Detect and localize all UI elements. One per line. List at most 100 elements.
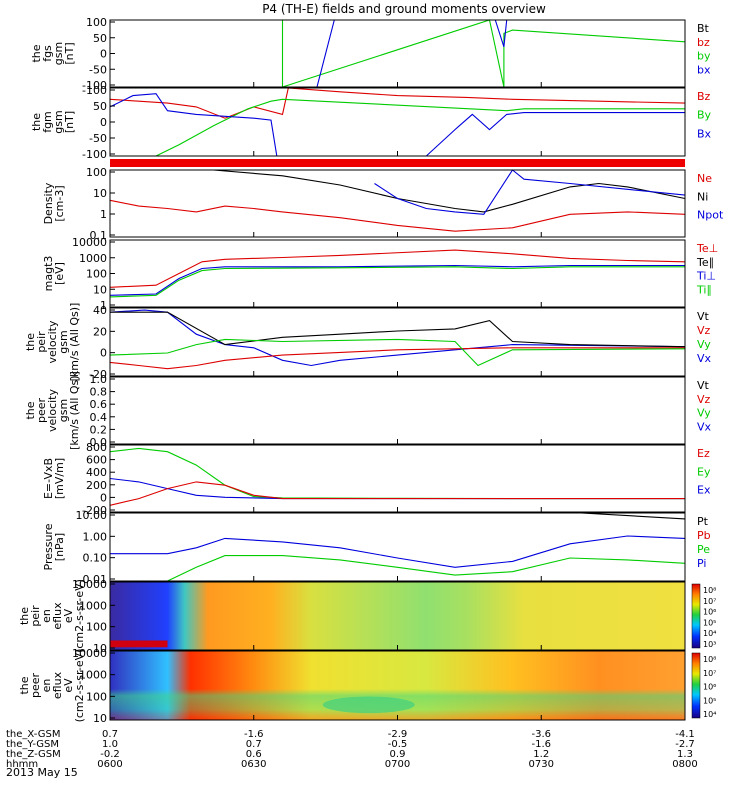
y-tick-label: 0 — [100, 48, 107, 61]
y-tick-label: 100 — [86, 621, 107, 634]
y-tick-label: 200 — [86, 479, 107, 492]
spectrogram-band — [110, 640, 168, 648]
y-tick-label: 800 — [86, 441, 107, 454]
series-line — [109, 264, 685, 296]
colorbar-tick-label: 10⁸ — [703, 655, 716, 664]
y-tick-label: 10000 — [72, 647, 107, 660]
series-line — [155, 98, 685, 157]
y-tick-label: -50 — [89, 63, 107, 76]
y-axis-label: eV — [62, 608, 75, 623]
panel-ion_spec: 10⁸10⁷10⁶10⁵10⁴10³10000100010010thepeire… — [18, 578, 716, 655]
y-tick-label: 0 — [100, 347, 107, 360]
y-tick-label: 20 — [93, 325, 107, 338]
panel-electron_spec: 10⁸ 10⁷ 10⁶ 10⁵ 10⁴ 10000 1000 100 10 thepeerenef… — [18, 647, 716, 725]
y-tick-label: 10 — [93, 642, 107, 655]
y-tick-label: 1.00 — [83, 530, 108, 543]
legend-entry: Pe — [697, 543, 710, 556]
series-line — [109, 87, 686, 119]
y-axis-label: (cm2-s-sr-eV) — [73, 649, 86, 723]
legend-entry: Bz — [697, 90, 711, 103]
y-axis-label: eV — [62, 678, 75, 693]
y-tick-label: 10.00 — [76, 509, 108, 522]
colorbar-tick-label: 10⁸ — [703, 586, 716, 595]
y-tick-label: 400 — [86, 466, 107, 479]
footer-value: 0.7 — [246, 739, 262, 750]
y-tick-label: 0.8 — [90, 386, 108, 399]
panel-density: 100 10 1 0.1 Density[cm-3] Ne Ni Npot — [42, 166, 724, 242]
series-line — [109, 338, 686, 367]
y-tick-label: -100 — [82, 79, 107, 92]
y-tick-label: -50 — [89, 132, 107, 145]
legend-entry: By — [697, 109, 712, 122]
y-axis-label: the — [18, 676, 31, 694]
y-axis-label: en — [40, 679, 53, 693]
y-axis-label: gsm — [52, 42, 65, 65]
y-tick-label: 100 — [86, 690, 107, 703]
y-axis-label: gsm — [52, 110, 65, 133]
y-tick-label: 0.0 — [90, 436, 108, 449]
y-axis-label: fgm — [41, 111, 54, 133]
y-tick-label: 0 — [100, 116, 107, 129]
y-tick-label: -100 — [82, 84, 107, 97]
y-axis-label: (cm2-s-sr-eV) — [73, 579, 86, 653]
legend-entry: Vy — [697, 407, 711, 420]
y-tick-label: -100 — [82, 148, 107, 161]
footer-row-label: hhmm — [6, 759, 38, 770]
y-axis-label: eflux — [51, 671, 64, 699]
y-tick-label: 1000 — [79, 252, 107, 265]
y-tick-label: 1000 — [79, 599, 107, 612]
y-axis-label: velocity — [46, 320, 59, 363]
legend-entry: Te⊥ — [696, 242, 718, 255]
y-axis-label: gsm — [57, 330, 70, 353]
y-axis-label: the — [30, 44, 43, 62]
y-tick-label: 10000 — [72, 236, 107, 249]
y-tick-label: 100 — [86, 166, 107, 179]
y-tick-label: 0.6 — [90, 398, 108, 411]
legend-entry: Pi — [697, 557, 706, 570]
y-axis-label: fgs — [41, 45, 54, 62]
legend-entry: Ti⊥ — [696, 270, 716, 283]
y-tick-label: 1 — [100, 299, 107, 312]
y-axis-label: the — [24, 333, 37, 351]
series-line — [581, 512, 686, 520]
y-tick-label: 600 — [86, 454, 107, 467]
y-tick-label: 10 — [93, 283, 107, 296]
legend-entry: Pb — [697, 529, 711, 542]
panel-frame — [109, 376, 686, 445]
y-tick-label: 0 — [100, 491, 107, 504]
legend-entry: Pt — [697, 515, 709, 528]
separator-bar — [110, 159, 685, 167]
footer-value: 0700 — [385, 759, 410, 770]
colorbar — [691, 583, 701, 649]
y-tick-label: -200 — [82, 504, 107, 517]
y-axis-label: [nPa] — [53, 533, 66, 561]
footer-value: 0730 — [529, 759, 554, 770]
series-line — [281, 19, 686, 88]
colorbar-tick-label: 10³ — [703, 640, 716, 649]
panel-frame — [109, 169, 686, 238]
footer-value: -2.9 — [388, 729, 408, 740]
y-axis-label: Pressure — [42, 523, 55, 570]
series-line — [109, 447, 685, 500]
legend-entry: Vy — [697, 338, 711, 351]
y-tick-label: 10 — [93, 187, 107, 200]
y-axis-label: peir — [35, 331, 48, 353]
footer-value: 1.2 — [533, 749, 549, 760]
series-line — [110, 311, 686, 348]
colorbar-tick-label: 10⁷ — [703, 669, 716, 678]
y-tick-label: 1 — [100, 208, 107, 221]
y-tick-label: 0.1 — [90, 229, 108, 242]
y-axis-label: [km/s (All Qs)] — [68, 371, 81, 450]
figure-title: P4 (TH-E) fields and ground moments over… — [262, 2, 546, 16]
y-tick-label: 10 — [93, 712, 107, 725]
series-line — [213, 169, 686, 213]
footer-value: 0.9 — [390, 749, 406, 760]
legend-entry: Ez — [697, 447, 710, 460]
legend-entry: bx — [697, 63, 711, 76]
footer-value: -1.6 — [244, 729, 264, 740]
legend-entry: Bx — [697, 127, 712, 140]
series-line — [109, 309, 686, 367]
